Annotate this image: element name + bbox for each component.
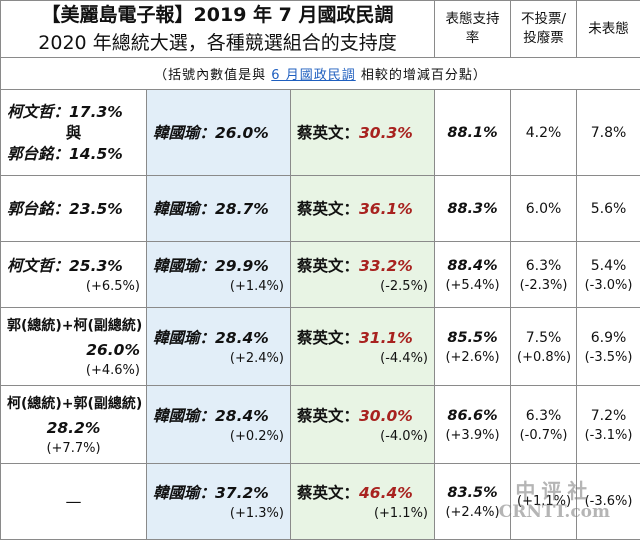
support-cell: 83.5% (+2.4%) — [435, 464, 511, 540]
han-cell: 韓國瑜：28.7% — [147, 176, 291, 242]
note-row: （括號內數值是與 6 月國政民調 相較的增減百分點） — [1, 58, 640, 90]
candidate-cell: 柯文哲：25.3% (+6.5%) — [1, 242, 147, 308]
undecided-cell: 5.4% (-3.0%) — [577, 242, 640, 308]
table-row: 柯文哲：25.3% (+6.5%) 韓國瑜：29.9% (+1.4%) 蔡英文：… — [1, 242, 640, 308]
undecided-cell: 7.2% (-3.1%) — [577, 386, 640, 464]
novote-cell: 6.0% — [511, 176, 577, 242]
table-row: 柯文哲：17.3% 與 郭台銘：14.5% 韓國瑜：26.0% 蔡英文：30.3… — [1, 90, 640, 176]
han-cell: 韓國瑜：28.4% (+2.4%) — [147, 308, 291, 386]
undecided-cell: 7.8% — [577, 90, 640, 176]
table-row: — 韓國瑜：37.2% (+1.3%) 蔡英文：46.4% (+1.1%) 83… — [1, 464, 640, 540]
han-cell: 韓國瑜：28.4% (+0.2%) — [147, 386, 291, 464]
han-cell: 韓國瑜：37.2% (+1.3%) — [147, 464, 291, 540]
candidate-cell: — — [1, 464, 147, 540]
han-cell: 韓國瑜：29.9% (+1.4%) — [147, 242, 291, 308]
tsai-cell: 蔡英文：36.1% — [291, 176, 435, 242]
support-cell: 88.3% — [435, 176, 511, 242]
page-title: 【美麗島電子報】2019 年 7 月國政民調 — [7, 1, 428, 29]
support-cell: 88.4% (+5.4%) — [435, 242, 511, 308]
june-poll-link[interactable]: 6 月國政民調 — [271, 68, 355, 83]
table-row: 郭(總統)+柯(副總統) 26.0% (+4.6%) 韓國瑜：28.4% (+2… — [1, 308, 640, 386]
page-subtitle: 2020 年總統大選，各種競選組合的支持度 — [7, 29, 428, 57]
support-cell: 85.5% (+2.6%) — [435, 308, 511, 386]
undecided-cell: 5.6% — [577, 176, 640, 242]
table-row: 郭台銘：23.5% 韓國瑜：28.7% 蔡英文：36.1% 88.3% 6.0%… — [1, 176, 640, 242]
candidate-cell: 柯文哲：17.3% 與 郭台銘：14.5% — [1, 90, 147, 176]
col-header-support: 表態支持率 — [435, 1, 511, 58]
tsai-cell: 蔡英文：33.2% (-2.5%) — [291, 242, 435, 308]
note-cell: （括號內數值是與 6 月國政民調 相較的增減百分點） — [1, 58, 640, 90]
novote-cell: 4.2% — [511, 90, 577, 176]
col-header-novote: 不投票/ 投廢票 — [511, 1, 577, 58]
col-header-undecided: 未表態 — [577, 1, 640, 58]
tsai-cell: 蔡英文：30.3% — [291, 90, 435, 176]
header-row: 【美麗島電子報】2019 年 7 月國政民調 2020 年總統大選，各種競選組合… — [1, 1, 640, 58]
support-cell: 88.1% — [435, 90, 511, 176]
candidate-cell: 郭(總統)+柯(副總統) 26.0% (+4.6%) — [1, 308, 147, 386]
novote-cell: 6.3% (-0.7%) — [511, 386, 577, 464]
novote-cell: 6.3% (-2.3%) — [511, 242, 577, 308]
han-cell: 韓國瑜：26.0% — [147, 90, 291, 176]
tsai-cell: 蔡英文：31.1% (-4.4%) — [291, 308, 435, 386]
undecided-cell: (-3.6%) — [577, 464, 640, 540]
support-cell: 86.6% (+3.9%) — [435, 386, 511, 464]
tsai-cell: 蔡英文：30.0% (-4.0%) — [291, 386, 435, 464]
title-cell: 【美麗島電子報】2019 年 7 月國政民調 2020 年總統大選，各種競選組合… — [1, 1, 435, 58]
candidate-cell: 柯(總統)+郭(副總統) 28.2% (+7.7%) — [1, 386, 147, 464]
undecided-cell: 6.9% (-3.5%) — [577, 308, 640, 386]
tsai-cell: 蔡英文：46.4% (+1.1%) — [291, 464, 435, 540]
novote-cell: 7.5% (+0.8%) — [511, 308, 577, 386]
table-row: 柯(總統)+郭(副總統) 28.2% (+7.7%) 韓國瑜：28.4% (+0… — [1, 386, 640, 464]
candidate-cell: 郭台銘：23.5% — [1, 176, 147, 242]
novote-cell: (+1.1%) — [511, 464, 577, 540]
